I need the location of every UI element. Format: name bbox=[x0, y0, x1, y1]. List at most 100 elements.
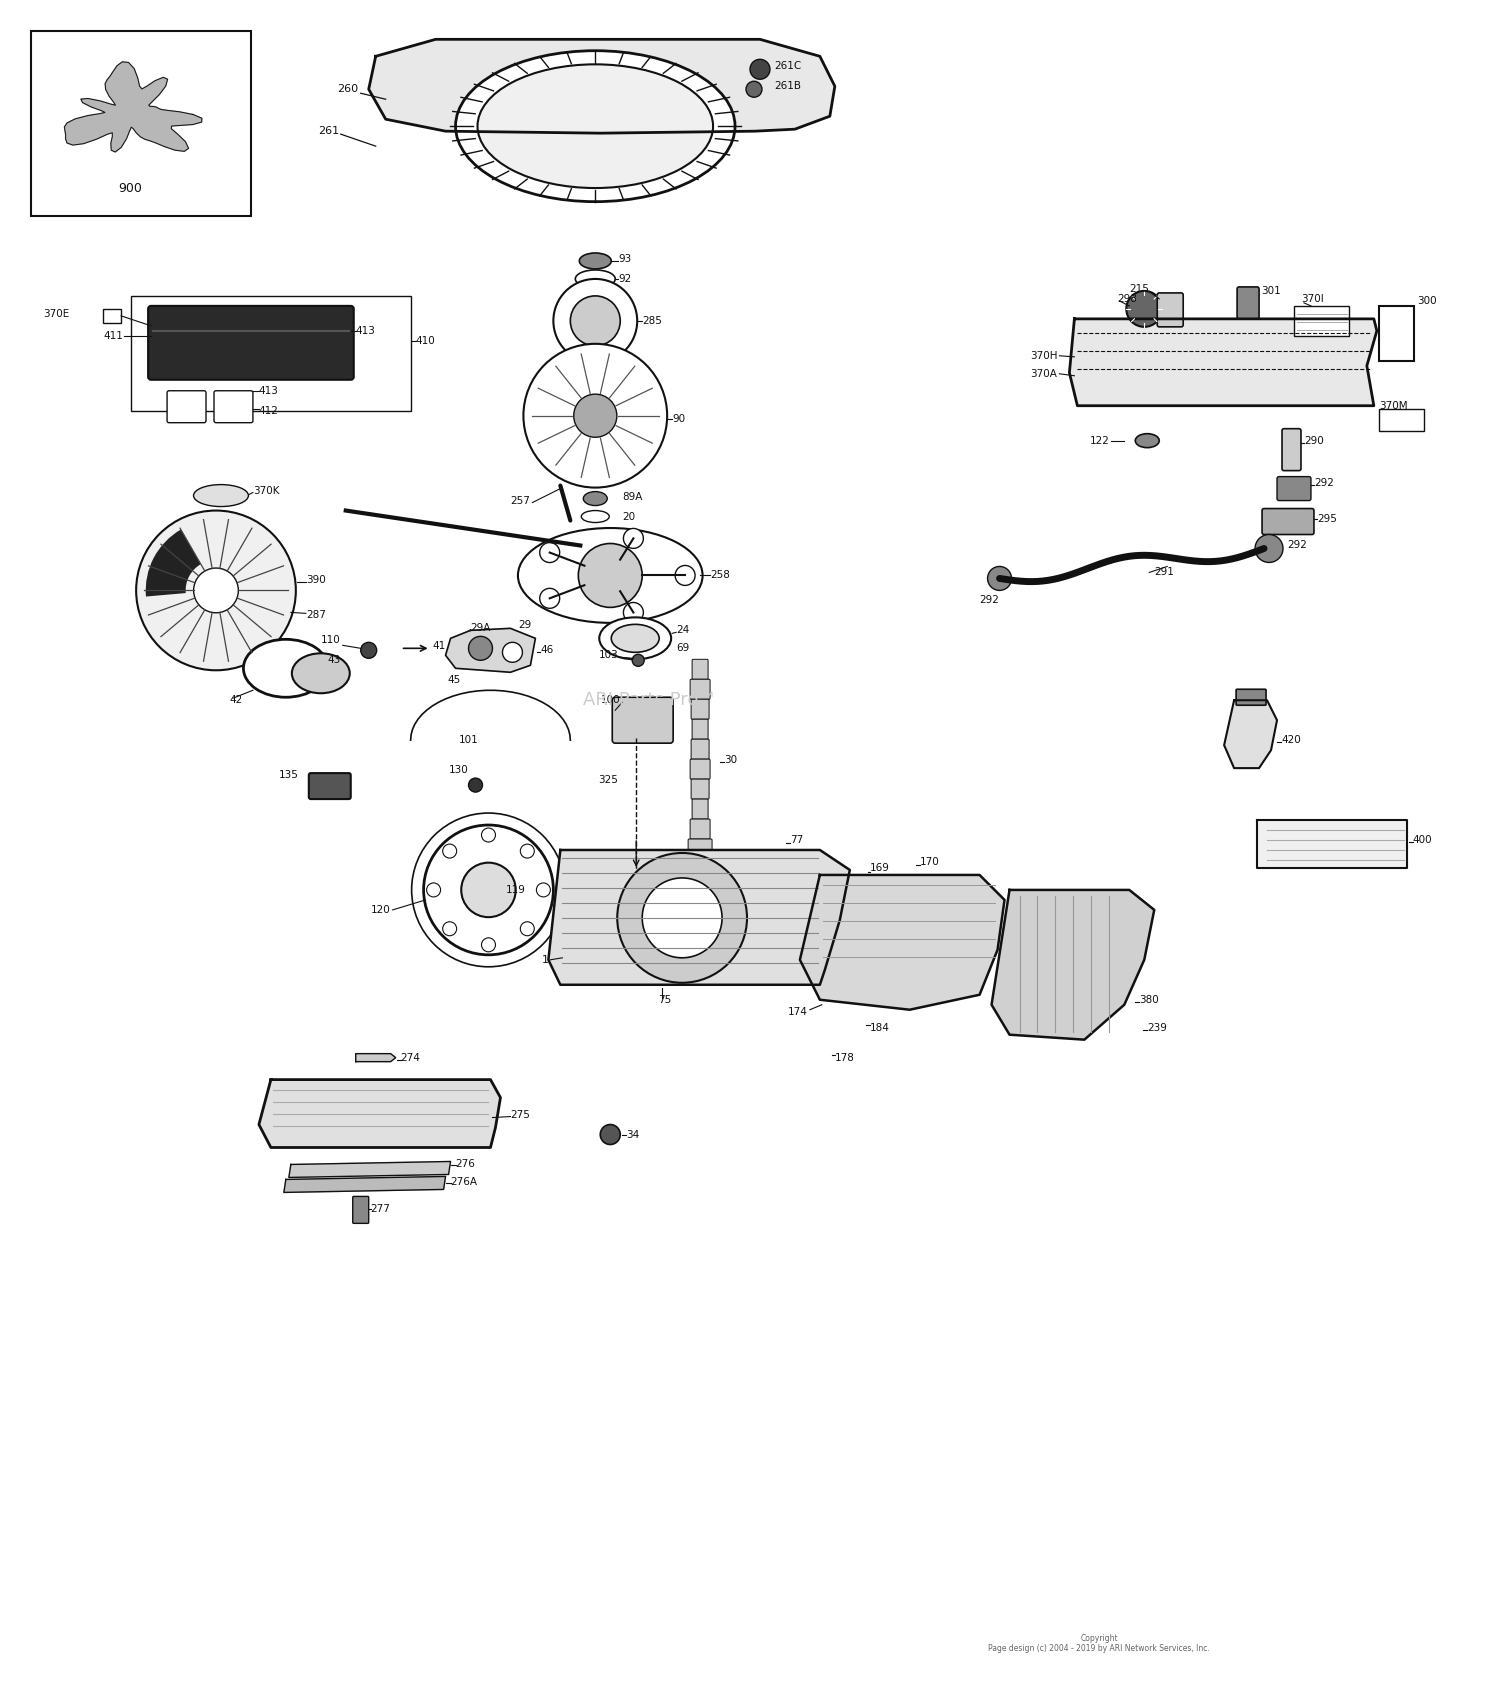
Text: 900: 900 bbox=[118, 182, 142, 195]
FancyBboxPatch shape bbox=[692, 879, 708, 899]
Text: 420: 420 bbox=[1281, 736, 1300, 744]
Circle shape bbox=[573, 394, 616, 438]
Circle shape bbox=[570, 296, 620, 345]
Circle shape bbox=[1126, 291, 1162, 327]
FancyBboxPatch shape bbox=[690, 859, 709, 879]
Text: 90: 90 bbox=[672, 414, 686, 424]
Text: 92: 92 bbox=[618, 274, 632, 285]
Text: 101: 101 bbox=[459, 736, 478, 744]
Ellipse shape bbox=[194, 485, 249, 507]
Text: 260: 260 bbox=[338, 84, 358, 94]
Circle shape bbox=[537, 882, 550, 898]
Circle shape bbox=[503, 642, 522, 662]
Polygon shape bbox=[369, 39, 836, 133]
Text: 370M: 370M bbox=[1378, 401, 1407, 411]
Text: 120: 120 bbox=[370, 904, 390, 914]
Text: 291: 291 bbox=[1155, 568, 1174, 578]
Polygon shape bbox=[1257, 820, 1407, 867]
Circle shape bbox=[524, 344, 668, 488]
Circle shape bbox=[360, 642, 376, 658]
FancyBboxPatch shape bbox=[1378, 306, 1414, 360]
Polygon shape bbox=[446, 628, 536, 672]
FancyBboxPatch shape bbox=[1238, 286, 1258, 318]
Text: 298: 298 bbox=[1118, 295, 1137, 303]
FancyBboxPatch shape bbox=[104, 308, 122, 323]
Text: 29: 29 bbox=[519, 620, 531, 630]
Ellipse shape bbox=[582, 510, 609, 522]
FancyBboxPatch shape bbox=[1378, 409, 1423, 431]
Text: 370I: 370I bbox=[1300, 295, 1323, 303]
FancyBboxPatch shape bbox=[690, 679, 709, 699]
Ellipse shape bbox=[243, 640, 328, 697]
Text: 184: 184 bbox=[870, 1022, 889, 1032]
Circle shape bbox=[460, 862, 516, 918]
FancyBboxPatch shape bbox=[1262, 509, 1314, 534]
Text: 100: 100 bbox=[600, 695, 619, 706]
Text: 261C: 261C bbox=[774, 61, 801, 71]
Text: 215: 215 bbox=[1130, 285, 1149, 295]
Circle shape bbox=[624, 603, 644, 623]
Text: 295: 295 bbox=[1317, 514, 1336, 524]
FancyBboxPatch shape bbox=[1276, 477, 1311, 500]
Text: 135: 135 bbox=[279, 770, 298, 780]
Circle shape bbox=[442, 844, 456, 859]
Circle shape bbox=[540, 588, 560, 608]
Text: 29A: 29A bbox=[471, 623, 490, 633]
FancyBboxPatch shape bbox=[148, 306, 354, 381]
FancyBboxPatch shape bbox=[688, 839, 712, 859]
Circle shape bbox=[423, 825, 554, 955]
Text: 46: 46 bbox=[540, 645, 554, 655]
FancyBboxPatch shape bbox=[1282, 429, 1300, 470]
Text: 122: 122 bbox=[1089, 436, 1110, 446]
Text: 77: 77 bbox=[790, 835, 802, 845]
Text: 169: 169 bbox=[870, 862, 889, 872]
Polygon shape bbox=[1224, 701, 1276, 768]
Text: 89A: 89A bbox=[622, 492, 642, 502]
Polygon shape bbox=[549, 850, 850, 985]
Text: 412: 412 bbox=[260, 406, 279, 416]
Text: 292: 292 bbox=[980, 596, 999, 606]
Circle shape bbox=[616, 854, 747, 983]
Polygon shape bbox=[64, 62, 203, 152]
Text: 275: 275 bbox=[510, 1110, 531, 1120]
Text: 45: 45 bbox=[447, 675, 460, 685]
Ellipse shape bbox=[477, 64, 712, 189]
Circle shape bbox=[579, 544, 642, 608]
Circle shape bbox=[600, 1125, 619, 1145]
Text: 411: 411 bbox=[104, 330, 123, 340]
Text: 410: 410 bbox=[416, 335, 435, 345]
Wedge shape bbox=[146, 529, 201, 596]
Circle shape bbox=[1256, 534, 1282, 562]
Polygon shape bbox=[1070, 318, 1377, 406]
Circle shape bbox=[194, 568, 238, 613]
Text: 258: 258 bbox=[710, 571, 730, 581]
Ellipse shape bbox=[579, 253, 612, 269]
FancyBboxPatch shape bbox=[692, 699, 709, 719]
Text: 370K: 370K bbox=[254, 485, 279, 495]
Text: 370A: 370A bbox=[1030, 369, 1057, 379]
Text: 42: 42 bbox=[230, 695, 242, 706]
FancyBboxPatch shape bbox=[309, 773, 351, 800]
FancyBboxPatch shape bbox=[692, 780, 709, 800]
FancyBboxPatch shape bbox=[690, 818, 709, 839]
Text: 276A: 276A bbox=[450, 1177, 477, 1187]
Text: 261B: 261B bbox=[774, 81, 801, 91]
FancyBboxPatch shape bbox=[690, 759, 709, 780]
FancyBboxPatch shape bbox=[1294, 306, 1348, 335]
Circle shape bbox=[468, 637, 492, 660]
Text: 400: 400 bbox=[1413, 835, 1432, 845]
Circle shape bbox=[624, 529, 644, 549]
Circle shape bbox=[554, 280, 638, 362]
Circle shape bbox=[482, 938, 495, 951]
Text: 287: 287 bbox=[306, 610, 326, 620]
Text: 370E: 370E bbox=[44, 308, 69, 318]
Text: 290: 290 bbox=[1304, 436, 1323, 446]
FancyBboxPatch shape bbox=[214, 391, 254, 423]
Text: 1: 1 bbox=[542, 955, 549, 965]
Text: 257: 257 bbox=[510, 495, 531, 505]
FancyBboxPatch shape bbox=[1156, 293, 1184, 327]
Text: Copyright
Page design (c) 2004 - 2019 by ARI Network Services, Inc.: Copyright Page design (c) 2004 - 2019 by… bbox=[988, 1633, 1210, 1654]
Text: 390: 390 bbox=[306, 576, 326, 586]
Text: 413: 413 bbox=[260, 386, 279, 396]
Text: 43: 43 bbox=[327, 655, 340, 665]
